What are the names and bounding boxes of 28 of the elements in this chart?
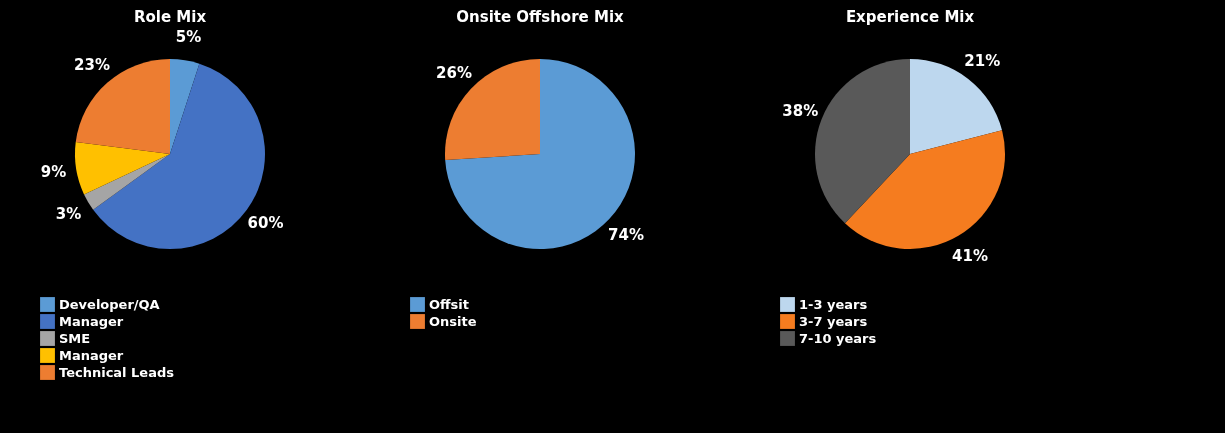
pie-slice: [75, 142, 170, 195]
data-label: 21%: [964, 51, 1001, 70]
pie-slice: [75, 59, 170, 154]
legend-label: Manager: [59, 313, 124, 329]
legend-label: Offsit: [429, 296, 469, 312]
legend-label: Onsite: [429, 313, 477, 329]
data-label: 60%: [247, 214, 284, 233]
data-label: 26%: [436, 64, 472, 83]
chart-title: Onsite Offshore Mix: [456, 8, 625, 26]
data-label: 5%: [175, 28, 202, 47]
data-label: 23%: [74, 56, 110, 75]
data-label: 41%: [952, 246, 989, 265]
legend-label: 7-10 years: [799, 330, 877, 346]
pie-slice: [170, 59, 200, 154]
legend-label: SME: [59, 330, 91, 346]
data-label: 3%: [55, 205, 82, 224]
chart-title: Experience Mix: [845, 8, 975, 26]
chart-title: Role Mix: [133, 8, 207, 26]
pie-slice: [84, 154, 170, 210]
legend-label: 3-7 years: [799, 313, 868, 329]
legend-label: Manager: [59, 347, 124, 363]
legend-label: Developer/QA: [59, 296, 160, 312]
data-label: 9%: [40, 163, 67, 182]
data-label: 74%: [608, 225, 644, 244]
data-label: 38%: [782, 101, 819, 120]
pie-slice: [844, 130, 1005, 249]
legend-label: 1-3 years: [799, 296, 868, 312]
legend-label: Technical Leads: [59, 364, 175, 380]
